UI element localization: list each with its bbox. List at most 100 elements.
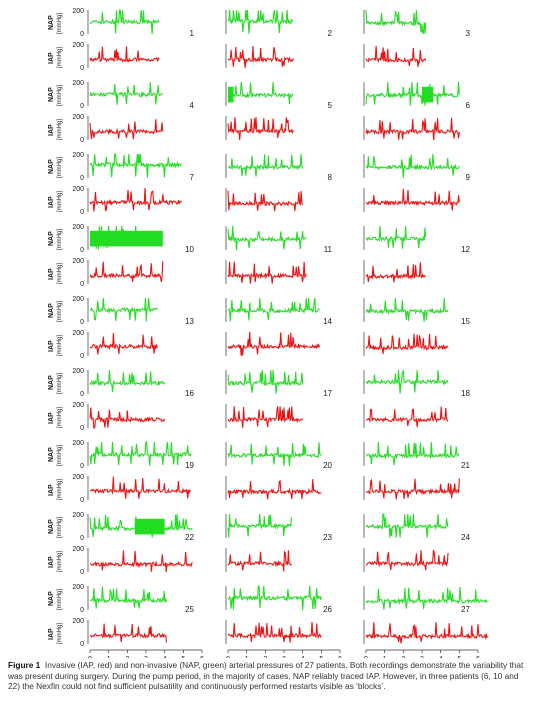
y-tick-label: 200 <box>72 8 84 15</box>
patient-panel: 20 <box>225 442 333 500</box>
panel-number-label: 23 <box>323 533 332 542</box>
y-unit-label: [mmHg] <box>57 85 63 106</box>
panel-number-label: 22 <box>185 533 194 542</box>
iap-trace <box>89 407 166 429</box>
y-tick-label: 0 <box>80 535 84 542</box>
series-axis-label: NAP <box>48 231 55 246</box>
panel-number-label: 11 <box>324 245 333 254</box>
y-tick-label: 200 <box>72 224 84 231</box>
nap-trace <box>365 297 449 322</box>
y-tick-label: 200 <box>72 546 84 553</box>
patient-panel: 12 <box>363 225 471 284</box>
nap-trace <box>365 153 460 178</box>
iap-trace <box>89 119 164 140</box>
x-tick-label: 1 <box>383 656 387 658</box>
x-tick-label: 0 <box>226 656 230 658</box>
x-tick-label: 3 <box>282 656 286 658</box>
x-tick-label: 6 <box>338 656 342 658</box>
y-unit-label: [mmHg] <box>57 263 63 284</box>
iap-trace <box>365 262 427 283</box>
y-unit-label: [mmHg] <box>57 551 63 572</box>
y-unit-label: [mmHg] <box>57 191 63 212</box>
y-unit-label: [mmHg] <box>57 407 63 428</box>
panel-number-label: 7 <box>190 173 195 182</box>
x-axis: 0123456Time [h] <box>226 649 342 658</box>
y-tick-label: 200 <box>72 512 84 519</box>
y-tick-label: 0 <box>80 247 84 254</box>
patient-panel: 2 <box>225 9 333 68</box>
panel-number-label: 20 <box>323 461 332 470</box>
y-tick-label: 0 <box>80 569 84 576</box>
y-tick-label: 200 <box>72 402 84 409</box>
y-tick-label: 0 <box>80 209 84 216</box>
x-tick-label: 1 <box>107 656 111 658</box>
panel-number-label: 10 <box>185 245 194 254</box>
iap-trace <box>227 406 304 428</box>
panel-number-label: 8 <box>328 173 333 182</box>
y-tick-label: 0 <box>80 281 84 288</box>
patient-panel: 8 <box>225 153 333 212</box>
patient-panel: 24 <box>363 513 471 572</box>
patient-panel: 14 <box>225 297 333 357</box>
panel-number-label: 13 <box>185 317 194 326</box>
nap-trace <box>365 369 449 394</box>
y-tick-label: 200 <box>72 440 84 447</box>
nap-trace <box>365 9 427 35</box>
y-unit-label: [mmHg] <box>57 13 63 34</box>
y-unit-label: [mmHg] <box>57 47 63 68</box>
x-tick-label: 4 <box>439 656 443 658</box>
iap-trace <box>89 261 164 282</box>
x-tick-label: 5 <box>457 656 461 658</box>
nap-trace <box>89 9 160 35</box>
y-unit-label: [mmHg] <box>57 589 63 610</box>
y-tick-label: 200 <box>72 258 84 265</box>
y-tick-label: 200 <box>72 42 84 49</box>
nap-trace <box>89 441 192 466</box>
panel-number-label: 12 <box>461 245 470 254</box>
nap-trace <box>90 297 158 322</box>
series-axis-label: NAP <box>48 591 55 606</box>
patient-panel: 6 <box>363 81 471 140</box>
iap-trace <box>227 45 294 68</box>
patient-panel: 26 <box>225 585 333 644</box>
nap-trace <box>89 370 166 393</box>
patient-panel: 15 <box>363 297 471 356</box>
y-tick-label: 0 <box>80 641 84 648</box>
iap-trace <box>227 479 322 500</box>
patient-panel: 17 <box>225 369 333 428</box>
x-tick-label: 3 <box>420 656 424 658</box>
y-tick-label: 200 <box>72 474 84 481</box>
y-tick-label: 200 <box>72 330 84 337</box>
iap-trace <box>89 46 160 63</box>
nap-trace <box>227 297 320 322</box>
y-unit-label: [mmHg] <box>57 119 63 140</box>
y-unit-label: [mmHg] <box>57 229 63 250</box>
nap-trace <box>365 441 460 466</box>
panel-number-label: 18 <box>461 389 470 398</box>
panel-number-label: 25 <box>185 605 194 614</box>
series-axis-label: NAP <box>48 87 55 102</box>
y-unit-label: [mmHg] <box>57 445 63 466</box>
series-axis-label: NAP <box>48 375 55 390</box>
iap-trace <box>227 550 292 572</box>
patient-panel: 23 <box>225 513 333 572</box>
series-axis-label: NAP <box>48 15 55 30</box>
y-tick-label: 0 <box>80 463 84 470</box>
nap-trace <box>365 513 449 538</box>
caption-label: Figure 1 <box>8 660 41 670</box>
series-axis-label: IAP <box>48 268 55 280</box>
panel-number-label: 14 <box>323 317 332 326</box>
series-axis-label: IAP <box>48 412 55 424</box>
y-tick-label: 0 <box>80 175 84 182</box>
y-unit-label: [mmHg] <box>57 479 63 500</box>
x-axis: 0123456Time [h] <box>364 649 480 658</box>
iap-trace <box>227 332 321 357</box>
x-tick-label: 4 <box>301 656 305 658</box>
panel-number-label: 3 <box>466 29 471 38</box>
iap-trace <box>365 406 449 428</box>
y-unit-label: [mmHg] <box>57 335 63 356</box>
